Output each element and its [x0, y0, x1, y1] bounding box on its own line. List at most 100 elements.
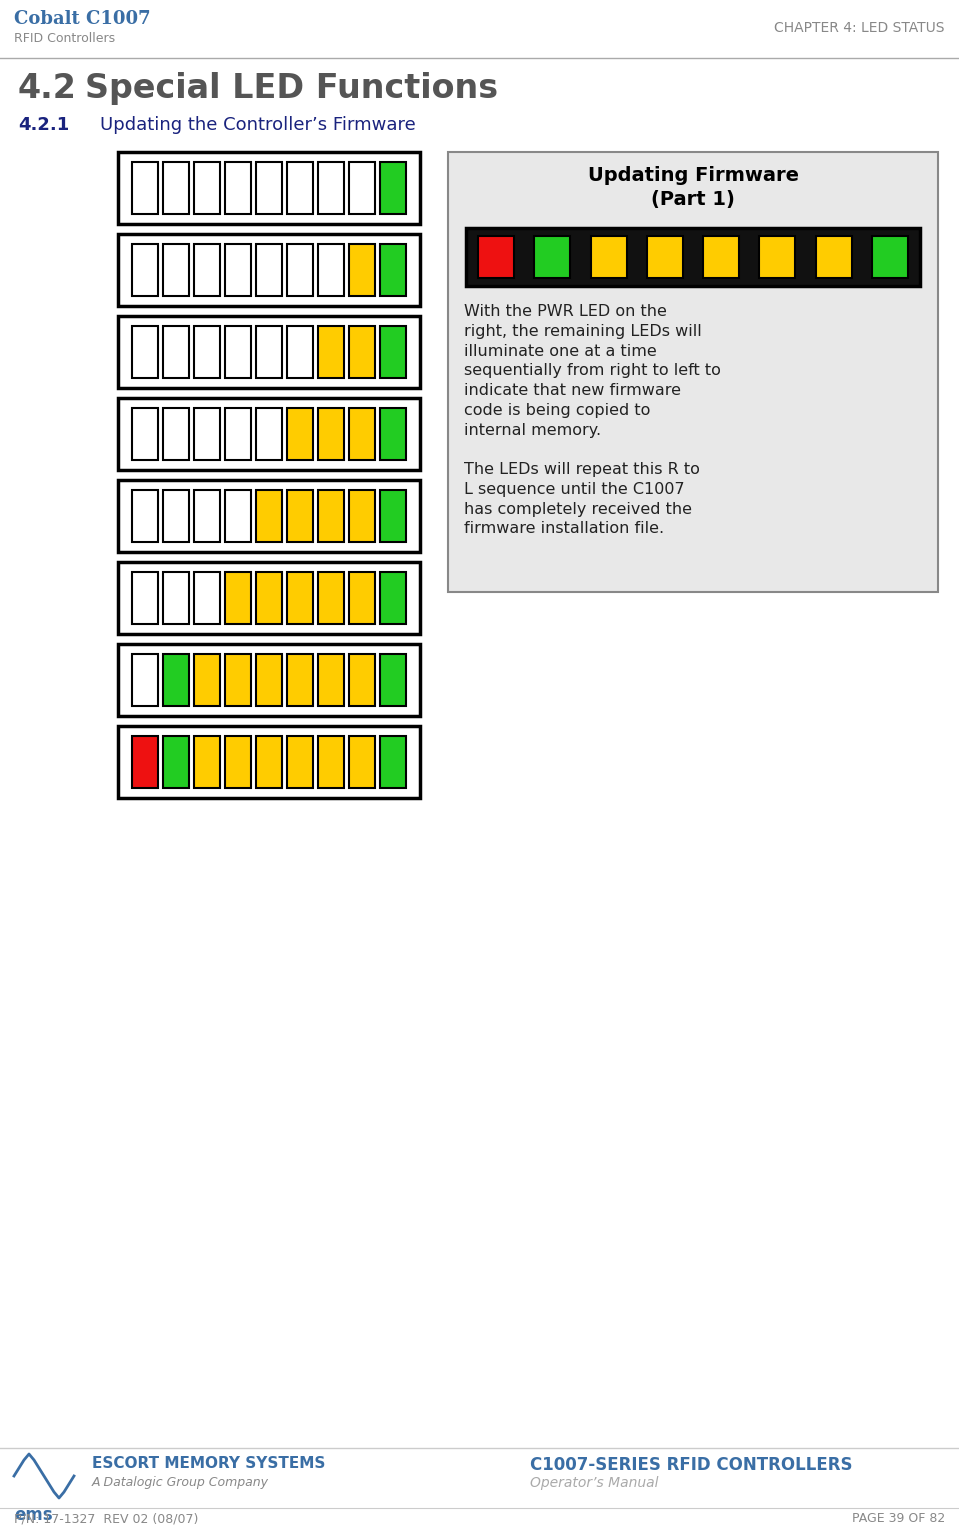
- Text: PAGE 39 OF 82: PAGE 39 OF 82: [852, 1512, 945, 1525]
- Bar: [225, 162, 251, 214]
- Bar: [534, 236, 571, 278]
- Bar: [287, 490, 313, 542]
- Bar: [318, 326, 344, 378]
- Bar: [132, 655, 158, 705]
- Bar: [349, 655, 375, 705]
- Bar: [256, 490, 282, 542]
- Bar: [118, 562, 420, 633]
- Bar: [349, 736, 375, 788]
- Bar: [118, 317, 420, 389]
- Bar: [287, 162, 313, 214]
- Bar: [380, 490, 406, 542]
- Text: Special LED Functions: Special LED Functions: [85, 72, 498, 106]
- Bar: [118, 151, 420, 223]
- Bar: [194, 162, 220, 214]
- Bar: [118, 234, 420, 306]
- Bar: [132, 326, 158, 378]
- Text: ems: ems: [14, 1506, 53, 1524]
- Bar: [256, 162, 282, 214]
- Bar: [318, 162, 344, 214]
- Bar: [118, 398, 420, 470]
- Bar: [318, 572, 344, 624]
- Bar: [225, 245, 251, 295]
- Bar: [194, 572, 220, 624]
- Bar: [380, 162, 406, 214]
- Bar: [380, 655, 406, 705]
- Bar: [318, 245, 344, 295]
- Bar: [318, 736, 344, 788]
- Text: A Datalogic Group Company: A Datalogic Group Company: [92, 1476, 269, 1489]
- Text: ESCORT MEMORY SYSTEMS: ESCORT MEMORY SYSTEMS: [92, 1457, 325, 1470]
- Bar: [163, 655, 189, 705]
- Bar: [132, 245, 158, 295]
- Bar: [118, 644, 420, 716]
- Bar: [287, 572, 313, 624]
- Text: Cobalt C1007: Cobalt C1007: [14, 11, 151, 28]
- Bar: [380, 409, 406, 461]
- Bar: [163, 409, 189, 461]
- Bar: [760, 236, 795, 278]
- Text: CHAPTER 4: LED STATUS: CHAPTER 4: LED STATUS: [775, 21, 945, 35]
- Bar: [163, 162, 189, 214]
- Bar: [287, 655, 313, 705]
- Text: With the PWR LED on the
right, the remaining LEDs will
illuminate one at a time
: With the PWR LED on the right, the remai…: [464, 304, 721, 438]
- Text: Updating Firmware: Updating Firmware: [588, 165, 799, 185]
- Bar: [194, 326, 220, 378]
- Text: RFID Controllers: RFID Controllers: [14, 32, 115, 44]
- Bar: [380, 572, 406, 624]
- Bar: [194, 245, 220, 295]
- Bar: [132, 490, 158, 542]
- Bar: [132, 572, 158, 624]
- Text: 4.2.1: 4.2.1: [18, 116, 69, 135]
- Bar: [466, 228, 920, 286]
- Bar: [349, 245, 375, 295]
- Bar: [194, 409, 220, 461]
- Bar: [448, 151, 938, 592]
- Bar: [256, 572, 282, 624]
- Bar: [380, 245, 406, 295]
- Bar: [591, 236, 626, 278]
- Bar: [349, 490, 375, 542]
- Bar: [478, 236, 514, 278]
- Text: C1007-SERIES RFID CONTROLLERS: C1007-SERIES RFID CONTROLLERS: [530, 1457, 853, 1473]
- Bar: [647, 236, 683, 278]
- Bar: [816, 236, 852, 278]
- Bar: [225, 490, 251, 542]
- Bar: [225, 326, 251, 378]
- Bar: [287, 736, 313, 788]
- Bar: [225, 409, 251, 461]
- Bar: [872, 236, 908, 278]
- Bar: [256, 326, 282, 378]
- Bar: [163, 326, 189, 378]
- Bar: [287, 245, 313, 295]
- Bar: [163, 572, 189, 624]
- Bar: [318, 490, 344, 542]
- Bar: [194, 655, 220, 705]
- Text: The LEDs will repeat this R to
L sequence until the C1007
has completely receive: The LEDs will repeat this R to L sequenc…: [464, 462, 700, 537]
- Bar: [287, 409, 313, 461]
- Text: 4.2: 4.2: [18, 72, 77, 106]
- Text: Operator’s Manual: Operator’s Manual: [530, 1476, 659, 1490]
- Bar: [349, 572, 375, 624]
- Bar: [194, 490, 220, 542]
- Bar: [194, 736, 220, 788]
- Bar: [380, 326, 406, 378]
- Bar: [132, 409, 158, 461]
- Text: Updating the Controller’s Firmware: Updating the Controller’s Firmware: [100, 116, 416, 135]
- Bar: [132, 736, 158, 788]
- Bar: [118, 480, 420, 552]
- Bar: [380, 736, 406, 788]
- Bar: [256, 245, 282, 295]
- Bar: [318, 409, 344, 461]
- Bar: [256, 409, 282, 461]
- Bar: [349, 162, 375, 214]
- Text: P/N: 17-1327  REV 02 (08/07): P/N: 17-1327 REV 02 (08/07): [14, 1512, 199, 1525]
- Bar: [256, 736, 282, 788]
- Bar: [287, 326, 313, 378]
- Bar: [318, 655, 344, 705]
- Bar: [256, 655, 282, 705]
- Bar: [225, 655, 251, 705]
- Bar: [349, 326, 375, 378]
- Bar: [225, 572, 251, 624]
- Bar: [163, 736, 189, 788]
